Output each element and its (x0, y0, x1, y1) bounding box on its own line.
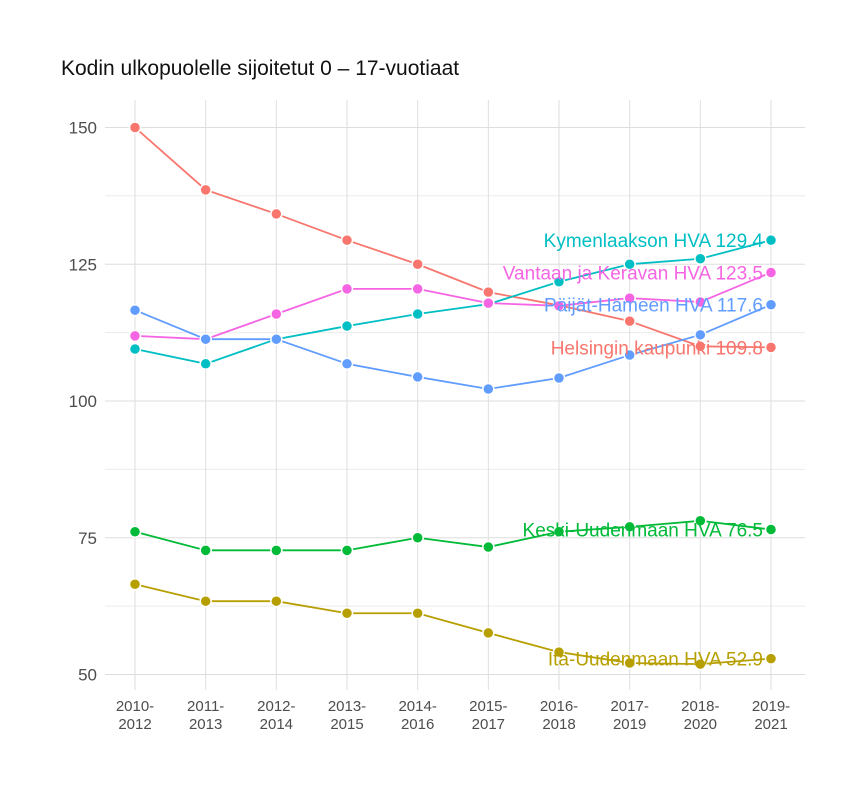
data-point (764, 652, 778, 665)
data-point (623, 291, 636, 305)
x-tick-label: 2015- (469, 698, 507, 715)
y-tick-label: 100 (69, 392, 97, 411)
x-tick-label: 2020 (684, 716, 717, 733)
data-point (411, 531, 424, 544)
data-point (764, 523, 778, 536)
data-point (128, 303, 142, 317)
data-point (340, 357, 354, 371)
series-line (134, 239, 772, 365)
series-line (134, 126, 772, 349)
data-point (199, 594, 212, 608)
data-point (270, 307, 283, 321)
data-point (199, 183, 212, 197)
series-line (134, 271, 772, 341)
data-point (552, 645, 566, 659)
data-point (694, 328, 707, 342)
data-point (411, 258, 424, 271)
data-point (270, 544, 283, 557)
data-point (552, 371, 566, 385)
x-tick-label: 2010- (116, 698, 154, 715)
data-point (623, 656, 636, 670)
series-end-label: Keski-Uudenmaan HVA 76.5 (523, 521, 763, 542)
data-point (482, 382, 495, 396)
y-tick-label: 75 (78, 529, 97, 548)
data-point (764, 298, 778, 311)
data-point (270, 207, 283, 221)
x-tick-label: 2018 (542, 716, 575, 733)
x-tick-label: 2019- (752, 698, 790, 715)
data-point (128, 342, 142, 356)
data-point (199, 332, 212, 346)
data-point (411, 307, 424, 321)
data-point (411, 370, 424, 384)
series-line (134, 519, 772, 552)
data-point (694, 657, 707, 671)
data-point (128, 577, 142, 591)
series-end-label: Helsingin kaupunki 109.8 (551, 338, 763, 359)
data-point (552, 299, 566, 313)
data-point (128, 525, 142, 538)
x-tick-label: 2018- (681, 698, 719, 715)
data-point (552, 525, 566, 538)
y-tick-label: 150 (69, 119, 97, 138)
x-tick-label: 2013- (328, 698, 366, 715)
data-point (340, 606, 354, 620)
data-point (411, 282, 424, 296)
data-point (552, 275, 566, 289)
data-point (128, 121, 142, 134)
data-point (623, 520, 636, 534)
x-tick-label: 2014- (398, 698, 436, 715)
x-tick-label: 2019 (613, 716, 646, 733)
data-point (411, 606, 424, 620)
x-tick-label: 2021 (754, 716, 787, 733)
data-point (764, 341, 778, 354)
data-point (764, 233, 778, 247)
data-point (694, 295, 707, 309)
series-end-label: Itä-Uudenmaan HVA 52.9 (548, 650, 763, 671)
data-point (694, 252, 707, 266)
data-point (482, 626, 495, 640)
data-point (764, 266, 778, 279)
series-line (134, 303, 772, 390)
x-tick-label: 2012- (257, 698, 295, 715)
y-tick-label: 125 (69, 255, 97, 274)
data-point (623, 348, 636, 362)
series-end-label: Kymenlaakson HVA 129.4 (544, 231, 764, 252)
series-line (134, 583, 772, 666)
data-point (694, 514, 707, 528)
x-tick-label: 2017 (472, 716, 505, 733)
data-point (340, 544, 354, 557)
y-tick-label: 50 (78, 666, 97, 685)
data-point (199, 357, 212, 371)
x-tick-label: 2012 (118, 716, 151, 733)
data-point (270, 594, 283, 608)
series-end-label: Vantaan ja Keravan HVA 123.5 (503, 263, 763, 284)
data-point (199, 544, 212, 557)
data-point (340, 282, 354, 296)
series-end-label: Päijät-Hämeen HVA 117.6 (544, 296, 763, 317)
data-point (270, 332, 283, 346)
x-tick-label: 2016- (540, 698, 578, 715)
x-tick-label: 2016 (401, 716, 434, 733)
x-tick-label: 2014 (260, 716, 293, 733)
data-point (482, 296, 495, 310)
x-tick-label: 2017- (610, 698, 648, 715)
data-point (623, 258, 636, 271)
x-tick-label: 2011- (187, 698, 224, 715)
data-point (128, 329, 142, 343)
data-point (340, 319, 354, 333)
data-point (340, 233, 354, 247)
data-point (482, 285, 495, 299)
data-point (482, 540, 495, 554)
chart-title: Kodin ulkopuolelle sijoitetut 0 – 17-vuo… (61, 57, 460, 80)
data-point (623, 314, 636, 328)
x-tick-label: 2015 (330, 716, 363, 733)
x-tick-label: 2013 (189, 716, 222, 733)
